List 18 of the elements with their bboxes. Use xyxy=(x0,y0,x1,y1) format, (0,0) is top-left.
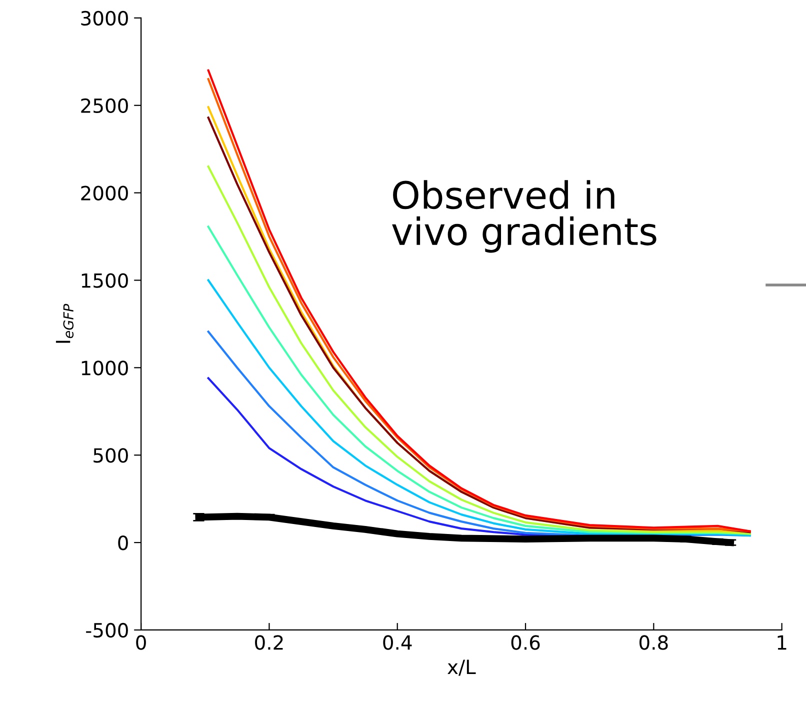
y-tick-label: 500 xyxy=(94,448,128,463)
x-tick-label: 0.6 xyxy=(511,635,540,650)
y-axis-title: I$_{eGFP}$ xyxy=(56,304,74,343)
x-tick-label: 0.4 xyxy=(383,635,412,650)
annotation: Observed in vivo gradients xyxy=(392,180,656,253)
x-tick-label: 0 xyxy=(136,635,146,650)
x-tick-label: 0.2 xyxy=(255,635,283,650)
y-tick-label: 3000 xyxy=(81,10,128,26)
y-tick-label: -500 xyxy=(86,622,128,638)
line-series xyxy=(207,279,751,537)
x-tick-label: 0.8 xyxy=(639,635,668,650)
y-tick-label: 0 xyxy=(118,535,128,550)
y-tick-label: 1000 xyxy=(82,360,128,376)
y-tick-label: 2500 xyxy=(81,98,128,114)
y-tick-label: 1500 xyxy=(82,273,128,288)
y-tick-label: 2000 xyxy=(81,186,128,200)
x-axis-title: x/L xyxy=(448,660,476,676)
x-tick-label: 1 xyxy=(778,635,786,650)
